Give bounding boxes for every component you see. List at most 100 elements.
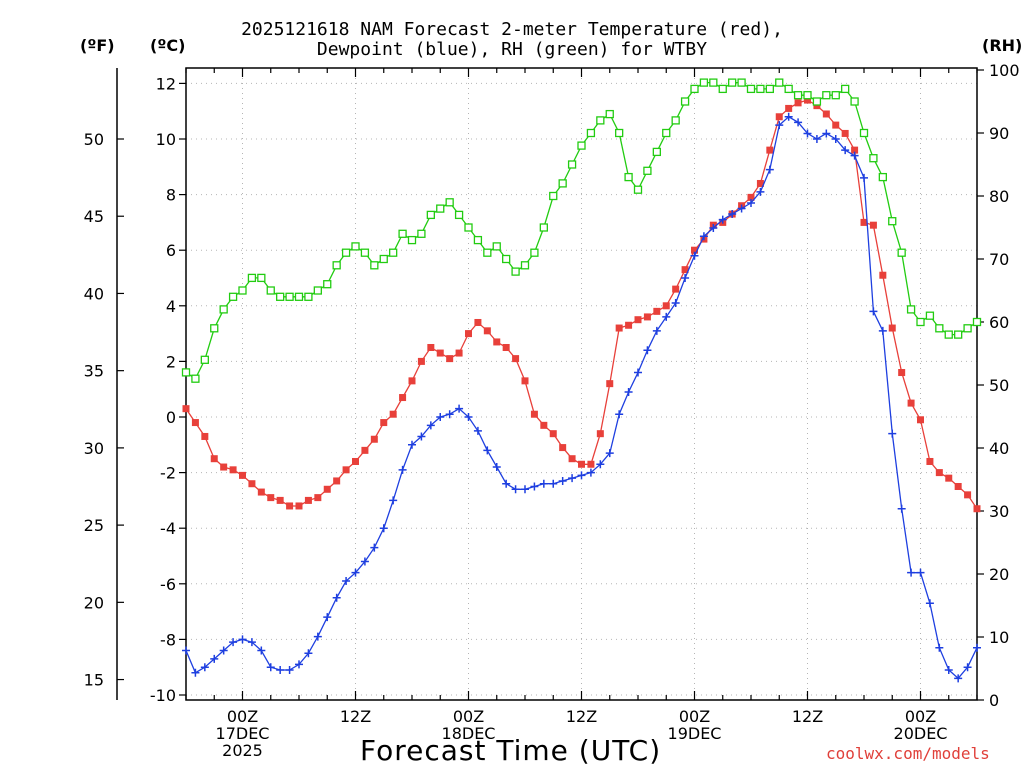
dewpoint-point [238,635,247,644]
rh-point [313,286,322,295]
temp-point [417,357,425,365]
celsius-tick-label: 12 [156,74,176,93]
rh-tick-label: 0 [989,691,999,710]
temp-point [662,302,670,310]
dewpoint-point [747,198,755,207]
rh-point [699,78,709,87]
dewpoint-point [229,638,238,647]
rh-point [972,317,982,327]
dewpoint-point [803,129,812,138]
temp-point [672,285,680,293]
dewpoint-point [313,632,322,641]
rh-point [859,128,869,138]
source-credit: coolwx.com/models [826,744,990,763]
x-tick-label: 18DEC [442,724,496,743]
fahrenheit-tick-label: 45 [84,207,104,226]
dewpoint-point [756,187,765,196]
fahrenheit-tick-label: 20 [84,593,104,612]
rh-tick-label: 90 [989,124,1009,143]
dewpoint-point [568,474,577,483]
dewpoint-point [370,543,379,552]
dewpoint-point [455,404,464,413]
dewpoint-point [549,479,558,488]
temp-point [756,179,764,187]
temp-point [945,474,953,482]
dewpoint-point [954,674,963,683]
temp-point [606,380,614,388]
temp-point [832,121,840,129]
rh-point [539,223,548,232]
rh-tick-label: 100 [989,61,1020,80]
rh-point [266,286,275,295]
rh-point [605,109,614,119]
temp-point [587,460,595,468]
temp-point [568,455,576,463]
temp-point [869,221,877,229]
rh-point [436,204,445,213]
celsius-unit-label: (ºC) [150,36,186,55]
dewpoint-point [888,429,897,438]
dewpoint-point [502,479,511,488]
dewpoint-point [925,599,934,608]
fahrenheit-tick-label: 50 [84,130,104,149]
x-tick-label: 12Z [566,707,597,726]
rh-tick-label: 20 [989,565,1009,584]
rh-point [737,78,746,87]
temp-point [361,446,369,454]
rh-point [238,286,247,295]
rh-point [426,210,435,220]
rh-point [530,248,539,257]
dewpoint-point [191,668,200,677]
x-tick-label: 00Z [453,707,484,726]
dewpoint-point [869,307,878,316]
x-tick-label: 00Z [227,707,258,726]
temp-point [474,318,482,326]
rh-point [511,267,520,276]
rh-point [935,324,944,333]
rh-point [906,305,916,314]
rh-point [643,166,652,175]
celsius-tick-label: -8 [160,630,176,649]
temp-point [267,494,275,502]
celsius-tick-label: 4 [166,297,176,316]
dewpoint-point [850,151,859,160]
temp-point [370,435,378,443]
rh-point [586,128,596,138]
dewpoint-point [596,460,605,469]
temp-point [493,338,501,346]
temp-point [210,455,218,463]
rh-point [492,242,501,251]
dewpoint-point [935,643,944,652]
rh-point [294,292,304,301]
rh-point [746,84,756,94]
celsius-tick-label: 8 [166,186,176,205]
celsius-tick-label: 0 [166,408,176,427]
dewpoint-point [417,432,426,441]
rh-point [398,229,407,238]
dewpoint-point [916,568,925,577]
fahrenheit-tick-label: 15 [84,671,104,690]
temp-point [295,502,303,510]
temp-point [436,349,444,357]
temp-point [785,104,793,112]
temp-point [907,399,915,407]
rh-series-line [185,81,978,380]
rh-point [276,292,285,301]
celsius-tick-label: 2 [166,352,176,371]
rh-point [878,172,887,182]
dewpoint-point [332,593,341,602]
rh-tick-label: 10 [989,628,1009,647]
temp-point [747,193,755,201]
dewpoint-point [285,665,294,674]
temp-point [427,344,435,351]
temp-point [766,146,774,154]
temp-point [333,477,341,485]
temp-point [822,110,830,118]
rh-point [803,91,812,100]
fahrenheit-tick-label: 35 [84,362,104,381]
dewpoint-point [247,638,256,647]
rh-point [567,160,577,169]
rh-tick-label: 60 [989,313,1009,332]
dewpoint-point [831,135,840,143]
